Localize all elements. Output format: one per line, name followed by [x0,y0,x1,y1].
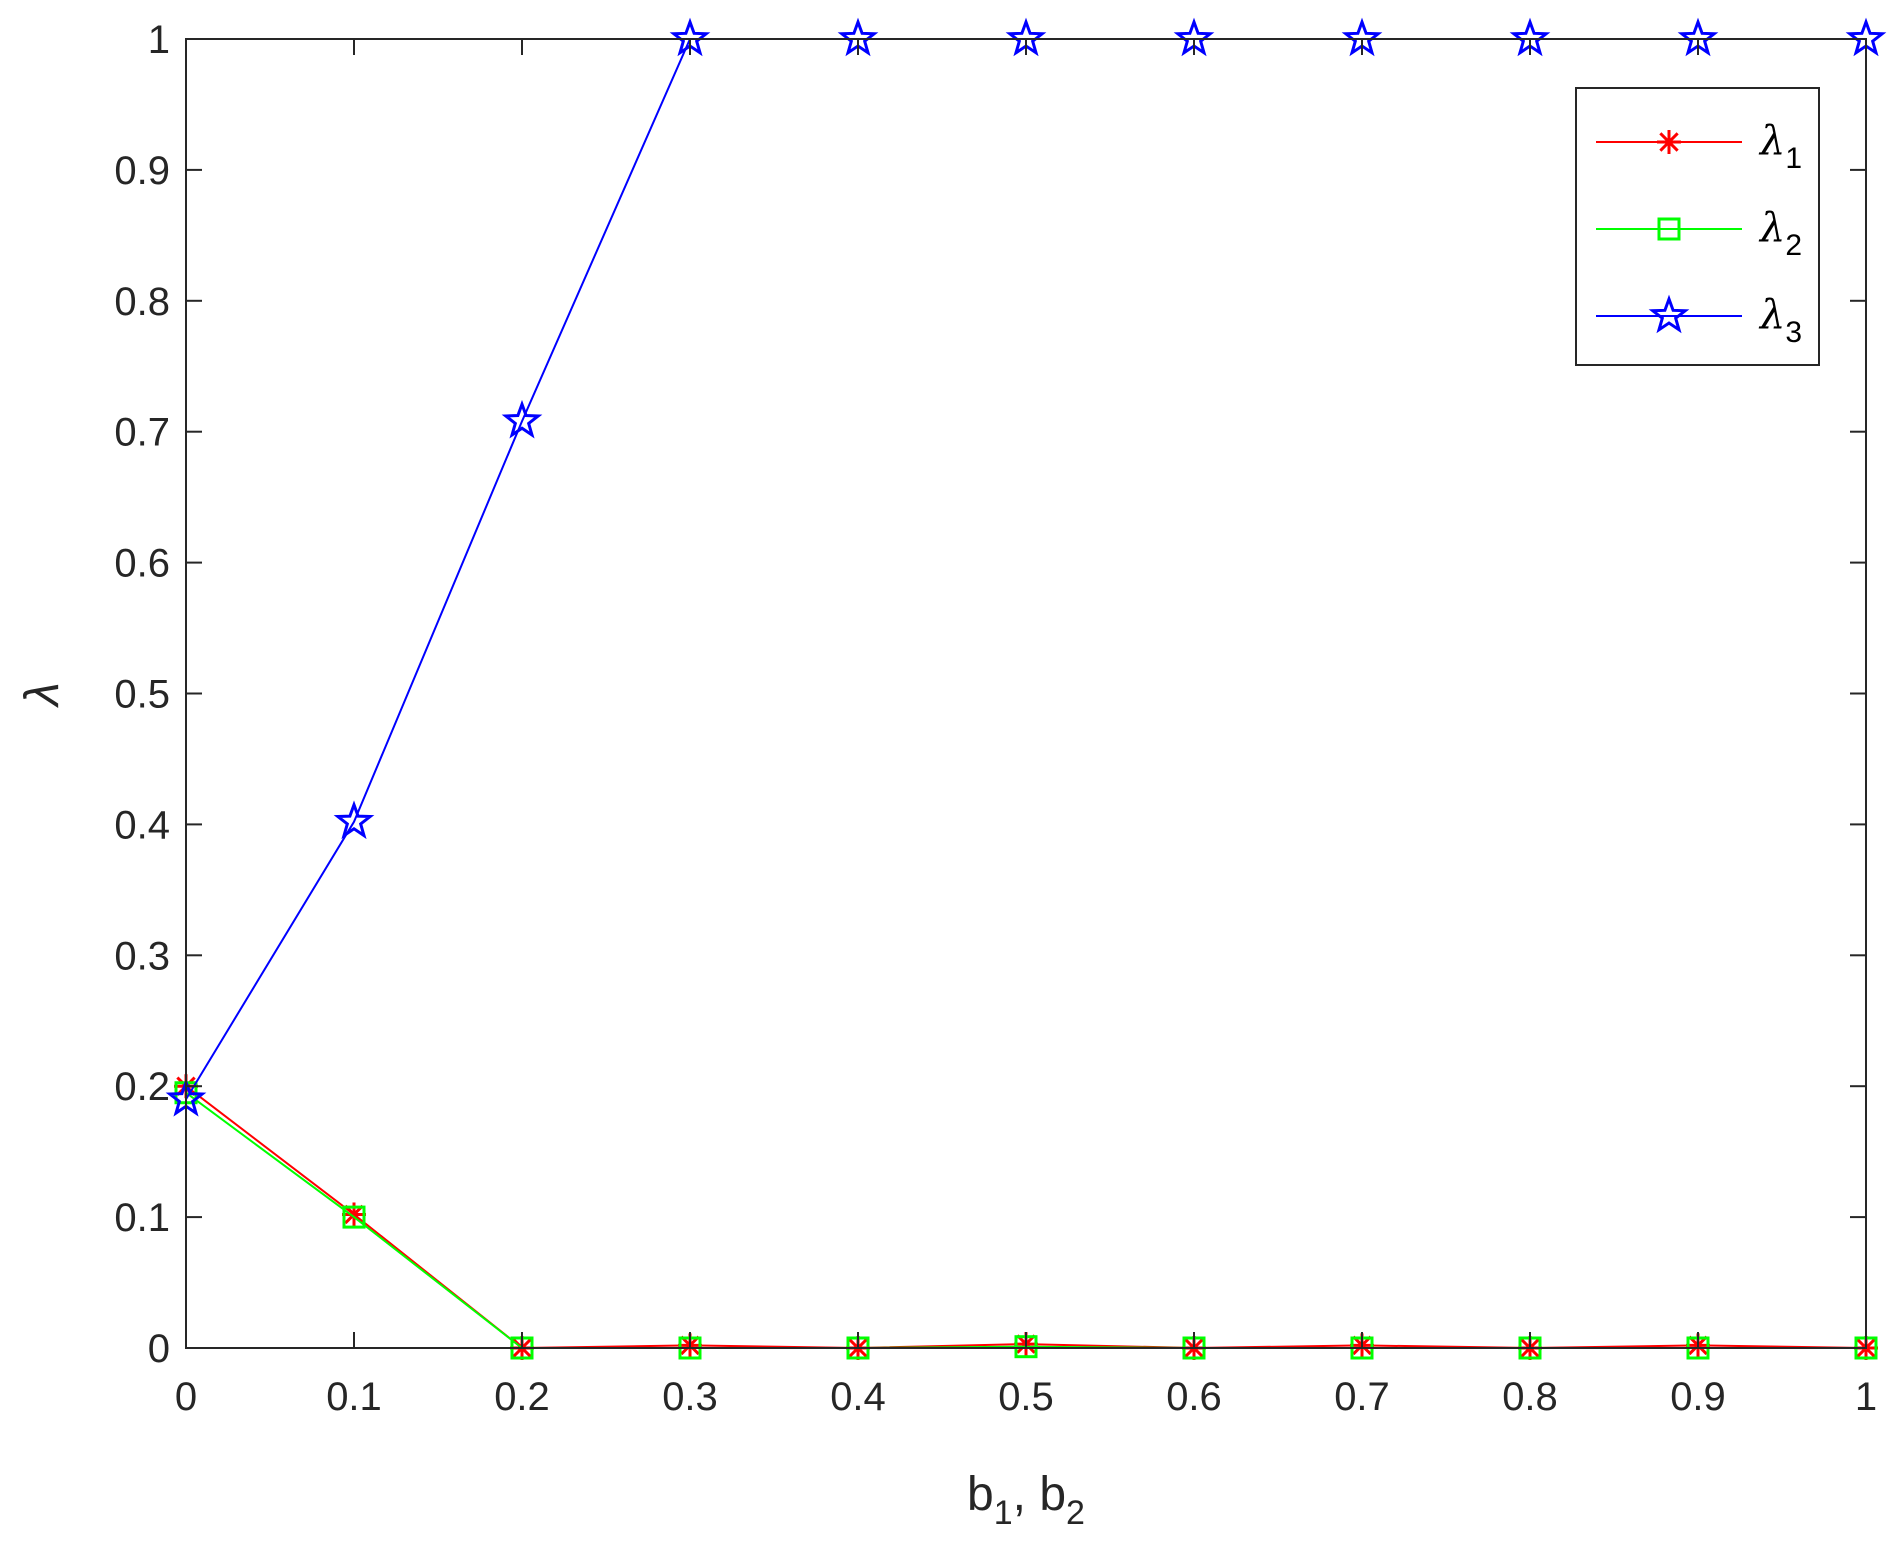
legend-box [1575,87,1820,366]
x-tick-label: 0.4 [830,1375,886,1419]
data-point-3 [501,399,543,439]
x-tick-label: 0.2 [494,1375,550,1419]
y-tick-label: 0.1 [114,1196,170,1240]
x-tick-label: 0.9 [1670,1375,1726,1419]
x-tick-label: 0 [175,1375,197,1419]
x-tick-label: 1 [1855,1375,1877,1419]
x-tick-label: 0.6 [1166,1375,1222,1419]
y-tick-label: 0.4 [114,803,170,847]
legend-marker [1648,294,1690,334]
axes-box [185,38,1867,1349]
x-tick-label: 0.3 [662,1375,718,1419]
legend-item-3: λ3 [1596,292,1802,349]
data-point-3 [333,800,375,840]
data-point-2 [342,1205,366,1229]
y-tick-label: 0.3 [114,934,170,978]
y-tick-label: 0.2 [114,1065,170,1109]
legend-marker [1657,130,1681,154]
legend-label: λ2 [1758,205,1802,262]
x-tick-label: 0.8 [1502,1375,1558,1419]
legend-item-1: λ1 [1596,118,1802,175]
y-tick-label: 0.9 [114,149,170,193]
y-tick-label: 0.8 [114,280,170,324]
legend-label: λ1 [1758,118,1802,175]
y-tick-label: 0.7 [114,411,170,455]
y-tick-label: 1 [148,18,170,62]
y-tick-label: 0.5 [114,673,170,717]
legend-item-2: λ2 [1596,205,1802,262]
x-tick-label: 0.7 [1334,1375,1390,1419]
legend-label: λ3 [1758,292,1802,349]
y-axis-label: λ [16,682,69,709]
y-tick-label: 0 [148,1327,170,1371]
y-tick-label: 0.6 [114,542,170,586]
legend-marker [1657,217,1681,241]
legend: λ1 λ2 λ3 [1575,87,1820,366]
x-axis-label: b1, b2 [967,1468,1085,1532]
x-tick-label: 0.1 [326,1375,382,1419]
x-tick-label: 0.5 [998,1375,1054,1419]
